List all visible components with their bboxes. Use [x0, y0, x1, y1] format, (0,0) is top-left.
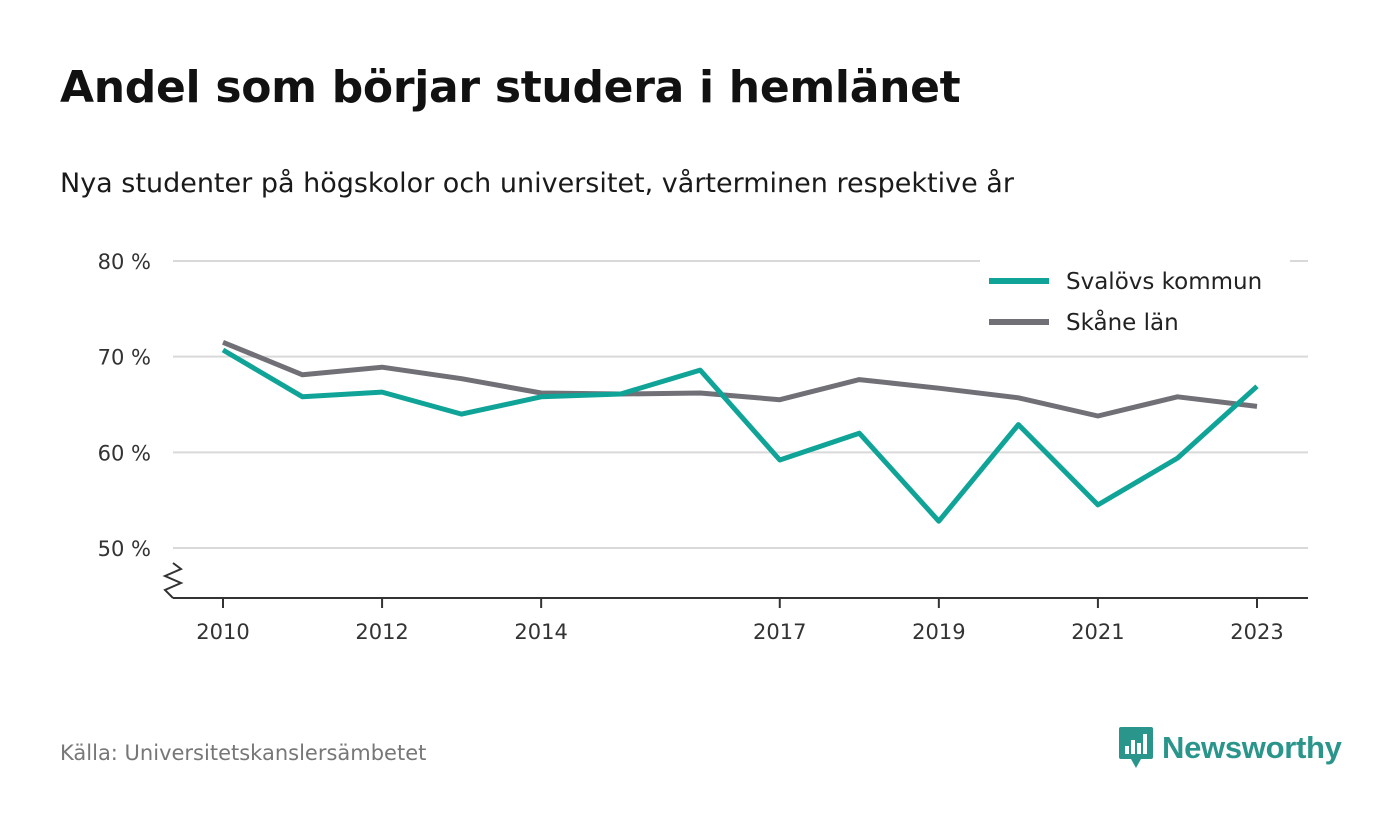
- x-tick-label: 2017: [753, 620, 806, 644]
- line-chart: 50 % 60 % 70 % 80 % 2010 2012 2014 2017 2019 2021…: [98, 250, 1308, 644]
- y-tick-label: 50 %: [98, 537, 151, 561]
- x-tick-label: 2010: [196, 620, 249, 644]
- legend: Svalövs kommun Skåne län: [980, 258, 1290, 348]
- brand-logo[interactable]: Newsworthy: [1118, 726, 1342, 770]
- series-line-svalov: [221, 347, 1259, 524]
- legend-label: Svalövs kommun: [1066, 269, 1262, 295]
- chart-subtitle: Nya studenter på högskolor och universit…: [60, 168, 1014, 199]
- series-line-skane: [222, 339, 1258, 419]
- source-note: Källa: Universitetskanslersämbetet: [60, 741, 427, 765]
- newsworthy-logo-icon: [1119, 727, 1153, 768]
- y-tick-label: 70 %: [98, 346, 151, 370]
- series-lines: [221, 339, 1259, 524]
- axes: 50 % 60 % 70 % 80 % 2010 2012 2014 2017 2019 2021…: [98, 250, 1308, 644]
- legend-background: [980, 258, 1290, 348]
- x-tick-label: 2014: [514, 620, 567, 644]
- x-tick-label: 2023: [1230, 620, 1283, 644]
- x-tick-label: 2019: [912, 620, 965, 644]
- axis-break-icon: [162, 562, 184, 599]
- legend-label: Skåne län: [1066, 308, 1179, 336]
- chart-title: Andel som börjar studera i hemlänet: [60, 62, 961, 113]
- x-tick-label: 2012: [355, 620, 408, 644]
- y-tick-label: 80 %: [98, 250, 151, 274]
- brand-name: Newsworthy: [1162, 730, 1342, 765]
- y-tick-label: 60 %: [98, 441, 151, 465]
- x-tick-label: 2021: [1071, 620, 1124, 644]
